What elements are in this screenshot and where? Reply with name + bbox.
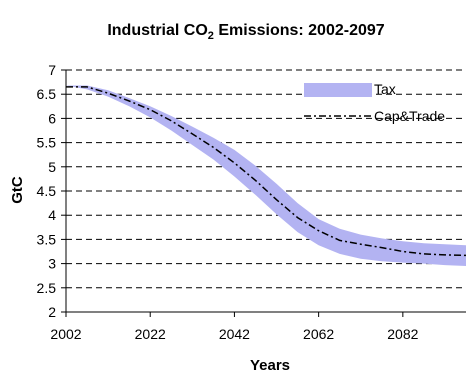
x-tick-label-2002: 2002 xyxy=(50,326,81,342)
legend-cap-trade-label: Cap&Trade xyxy=(374,108,445,124)
y-tick-label-2.5: 2.5 xyxy=(37,280,57,296)
legend-tax-label: Tax xyxy=(374,81,396,97)
legend-tax-swatch xyxy=(304,83,372,97)
legend: Tax Cap&Trade xyxy=(304,81,445,124)
chart-title-subscript: 2 xyxy=(208,30,214,42)
y-axis-title: GtC xyxy=(9,176,26,204)
x-tick-label-2042: 2042 xyxy=(219,326,250,342)
x-tick-label-2082: 2082 xyxy=(387,326,418,342)
chart-title-suffix: Emissions: 2002-2097 xyxy=(214,22,385,39)
chart-title-main: Industrial CO xyxy=(107,22,207,39)
x-tick-label-2022: 2022 xyxy=(135,326,166,342)
y-tick-label-7: 7 xyxy=(48,62,56,78)
chart-title: Industrial CO2 Emissions: 2002-2097 xyxy=(107,22,384,42)
y-tick-label-5: 5 xyxy=(48,159,56,175)
y-tick-label-5.5: 5.5 xyxy=(37,135,57,151)
x-tick-label-2062: 2062 xyxy=(303,326,334,342)
y-tick-label-3: 3 xyxy=(48,256,56,272)
x-axis-title: Years xyxy=(250,357,290,374)
tax-band-layer xyxy=(66,85,466,266)
y-tick-label-4.5: 4.5 xyxy=(37,183,57,199)
tax-band xyxy=(66,85,466,266)
y-tick-label-6.5: 6.5 xyxy=(37,86,57,102)
x-ticks: 2002 2022 2042 2062 2082 xyxy=(50,312,419,342)
cap-trade-line xyxy=(66,86,466,257)
y-tick-label-6: 6 xyxy=(48,110,56,126)
y-tick-label-3.5: 3.5 xyxy=(37,231,57,247)
y-ticks: 2 2.5 3 3.5 4 4.5 5 5.5 6 6.5 7 xyxy=(37,62,66,320)
y-tick-label-4: 4 xyxy=(48,207,56,223)
cap-trade-line-layer xyxy=(66,86,466,257)
y-tick-label-2: 2 xyxy=(48,304,56,320)
